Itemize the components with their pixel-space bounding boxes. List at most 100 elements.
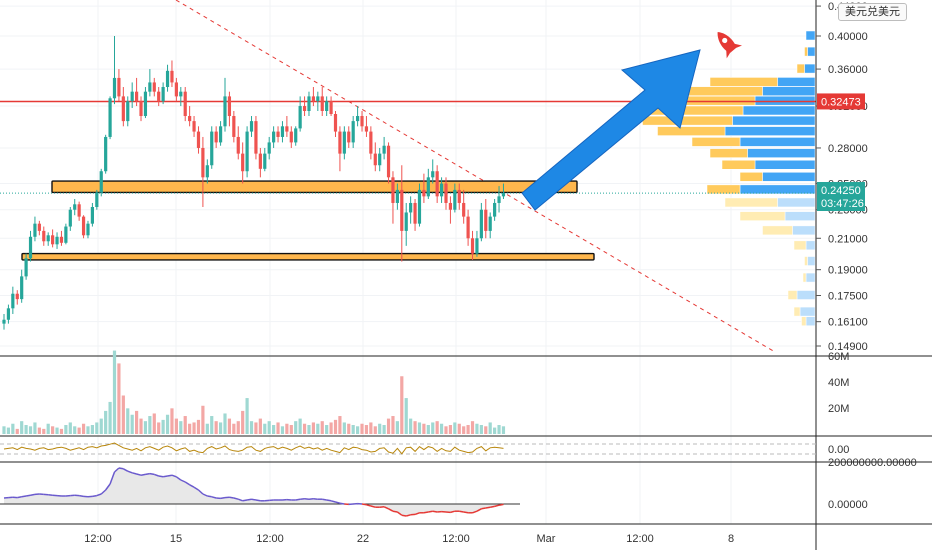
volume-bar: [227, 418, 232, 434]
volume-bar: [201, 405, 205, 434]
price-tick-label: 0.40000: [828, 31, 868, 43]
volume-bar: [470, 421, 475, 434]
volume-bar: [112, 350, 117, 434]
volume-bar: [382, 425, 386, 434]
candle-body: [165, 70, 170, 88]
volume-bar: [68, 422, 72, 434]
volume-profile-bar: [739, 184, 816, 195]
candle-body: [413, 202, 417, 224]
volume-profile-bar: [709, 148, 748, 158]
candle-body: [232, 116, 236, 137]
candle-body: [227, 96, 232, 117]
volume-bar: [373, 426, 377, 434]
macd-line-segment: [193, 486, 199, 491]
candle-body: [157, 91, 161, 102]
volume-bar: [148, 416, 152, 434]
volume-bar: [466, 425, 470, 434]
volume-bar: [245, 398, 249, 434]
currency-selector[interactable]: 美元兑美元: [838, 3, 907, 21]
macd-line-segment: [406, 514, 411, 517]
volume-bar: [462, 426, 466, 434]
candle-body: [73, 204, 77, 210]
macd-line-segment: [238, 498, 243, 502]
candle-body: [395, 189, 399, 203]
volume-profile-bar: [804, 46, 808, 57]
volume-profile-bar: [691, 137, 741, 147]
volume-profile-bar: [724, 126, 816, 136]
macd-line-segment: [140, 473, 146, 476]
volume-bar: [196, 419, 201, 434]
macd-line-segment: [366, 504, 372, 507]
macd-line-segment: [481, 507, 486, 510]
volume-profile-bar: [787, 290, 798, 300]
candle-body: [139, 101, 143, 117]
volume-bar: [320, 421, 324, 434]
volume-bar: [117, 363, 121, 434]
macd-line-segment: [207, 495, 212, 498]
candle-body: [360, 116, 364, 127]
candle-body: [409, 202, 413, 213]
macd-line-segment: [392, 510, 398, 513]
volume-bar: [2, 426, 6, 434]
resistance-price-badge: 0.32473: [817, 93, 865, 110]
candle-body: [475, 238, 479, 254]
volume-bar: [121, 395, 125, 434]
macd-line-segment: [494, 504, 500, 508]
candles: [2, 36, 506, 330]
macd-line-segment: [472, 510, 478, 514]
volume-bar: [448, 425, 453, 434]
volume-bar: [417, 422, 422, 434]
volume-pane: [2, 350, 506, 434]
macd-line-segment: [242, 499, 248, 502]
macd-line-segment: [490, 505, 495, 508]
candle-body: [183, 91, 187, 117]
candle-body: [143, 91, 148, 117]
volume-bar: [20, 421, 24, 434]
volume-tick: 40M: [828, 377, 849, 389]
candle-body: [263, 153, 267, 169]
volume-bar: [501, 426, 506, 434]
volume-profile-bar: [739, 172, 763, 182]
candle-body: [311, 96, 315, 102]
candle-body: [276, 131, 280, 137]
volume-bar: [422, 423, 426, 434]
volume-profile-bar: [804, 256, 808, 266]
macd-line-segment: [96, 493, 102, 497]
candle-body: [333, 113, 338, 132]
candle-body: [174, 82, 178, 97]
candle-body: [493, 202, 497, 217]
candle-body: [20, 276, 24, 300]
volume-bar: [400, 376, 404, 434]
candle-body: [325, 101, 329, 111]
candle-body: [280, 126, 285, 137]
candle-body: [77, 204, 81, 217]
candle-body: [59, 236, 64, 243]
volume-profile-bar: [801, 316, 807, 326]
macd-line-segment: [220, 496, 226, 500]
time-tick: 15: [170, 533, 182, 545]
descending-trendline: [175, 0, 776, 353]
macd-line-segment: [330, 500, 336, 503]
grid: [0, 0, 816, 524]
volume-bar: [316, 423, 320, 434]
candle-body: [289, 131, 293, 143]
candle-body: [90, 206, 94, 224]
macd-line-segment: [113, 467, 120, 473]
volume-bar: [11, 423, 15, 434]
volume-bar: [24, 425, 28, 434]
volume-bar: [161, 419, 165, 434]
macd-line-segment: [459, 510, 464, 513]
volume-profile-bar: [777, 77, 816, 87]
volume-bar: [135, 410, 139, 434]
macd-line-segment: [202, 493, 208, 497]
candle-body: [351, 121, 355, 143]
candle-body: [161, 87, 165, 102]
macd-line-segment: [428, 510, 433, 513]
volume-bar: [143, 421, 148, 434]
macd-line-segment: [21, 495, 27, 498]
candle-body: [439, 183, 444, 197]
volume-profile-bar: [792, 225, 816, 236]
time-axis: 12:00 15 12:00 22 12:00 Mar 12:00 8: [84, 533, 734, 545]
candle-body: [307, 96, 311, 111]
